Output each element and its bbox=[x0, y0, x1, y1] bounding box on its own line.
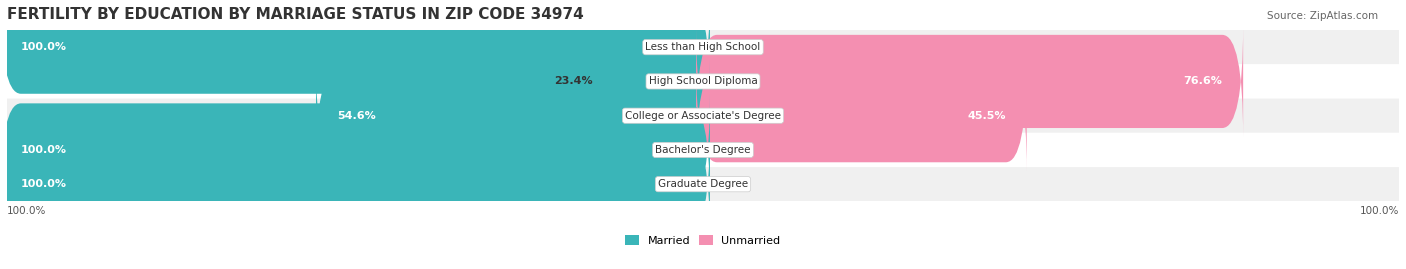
FancyBboxPatch shape bbox=[696, 59, 1026, 172]
FancyBboxPatch shape bbox=[7, 98, 1399, 133]
Text: Source: ZipAtlas.com: Source: ZipAtlas.com bbox=[1267, 11, 1378, 21]
Text: Less than High School: Less than High School bbox=[645, 42, 761, 52]
Text: 76.6%: 76.6% bbox=[1184, 76, 1222, 86]
Text: 23.4%: 23.4% bbox=[554, 76, 593, 86]
FancyBboxPatch shape bbox=[7, 167, 1399, 201]
FancyBboxPatch shape bbox=[696, 25, 1243, 138]
Text: 100.0%: 100.0% bbox=[21, 145, 67, 155]
FancyBboxPatch shape bbox=[7, 133, 1399, 167]
Text: 100.0%: 100.0% bbox=[1360, 207, 1399, 217]
Legend: Married, Unmarried: Married, Unmarried bbox=[621, 231, 785, 251]
FancyBboxPatch shape bbox=[316, 59, 710, 172]
Text: 100.0%: 100.0% bbox=[7, 207, 46, 217]
Text: 0.0%: 0.0% bbox=[661, 42, 689, 52]
Text: Bachelor's Degree: Bachelor's Degree bbox=[655, 145, 751, 155]
FancyBboxPatch shape bbox=[533, 25, 710, 138]
FancyBboxPatch shape bbox=[7, 64, 1399, 98]
Text: 0.0%: 0.0% bbox=[661, 179, 689, 189]
Text: 100.0%: 100.0% bbox=[21, 42, 67, 52]
Text: 0.0%: 0.0% bbox=[661, 145, 689, 155]
Text: College or Associate's Degree: College or Associate's Degree bbox=[626, 111, 780, 121]
Text: 54.6%: 54.6% bbox=[337, 111, 375, 121]
Text: 100.0%: 100.0% bbox=[21, 179, 67, 189]
FancyBboxPatch shape bbox=[0, 94, 710, 206]
FancyBboxPatch shape bbox=[0, 128, 710, 240]
Text: Graduate Degree: Graduate Degree bbox=[658, 179, 748, 189]
Text: 45.5%: 45.5% bbox=[967, 111, 1005, 121]
Text: FERTILITY BY EDUCATION BY MARRIAGE STATUS IN ZIP CODE 34974: FERTILITY BY EDUCATION BY MARRIAGE STATU… bbox=[7, 7, 583, 22]
Text: High School Diploma: High School Diploma bbox=[648, 76, 758, 86]
FancyBboxPatch shape bbox=[7, 30, 1399, 64]
FancyBboxPatch shape bbox=[0, 0, 710, 103]
